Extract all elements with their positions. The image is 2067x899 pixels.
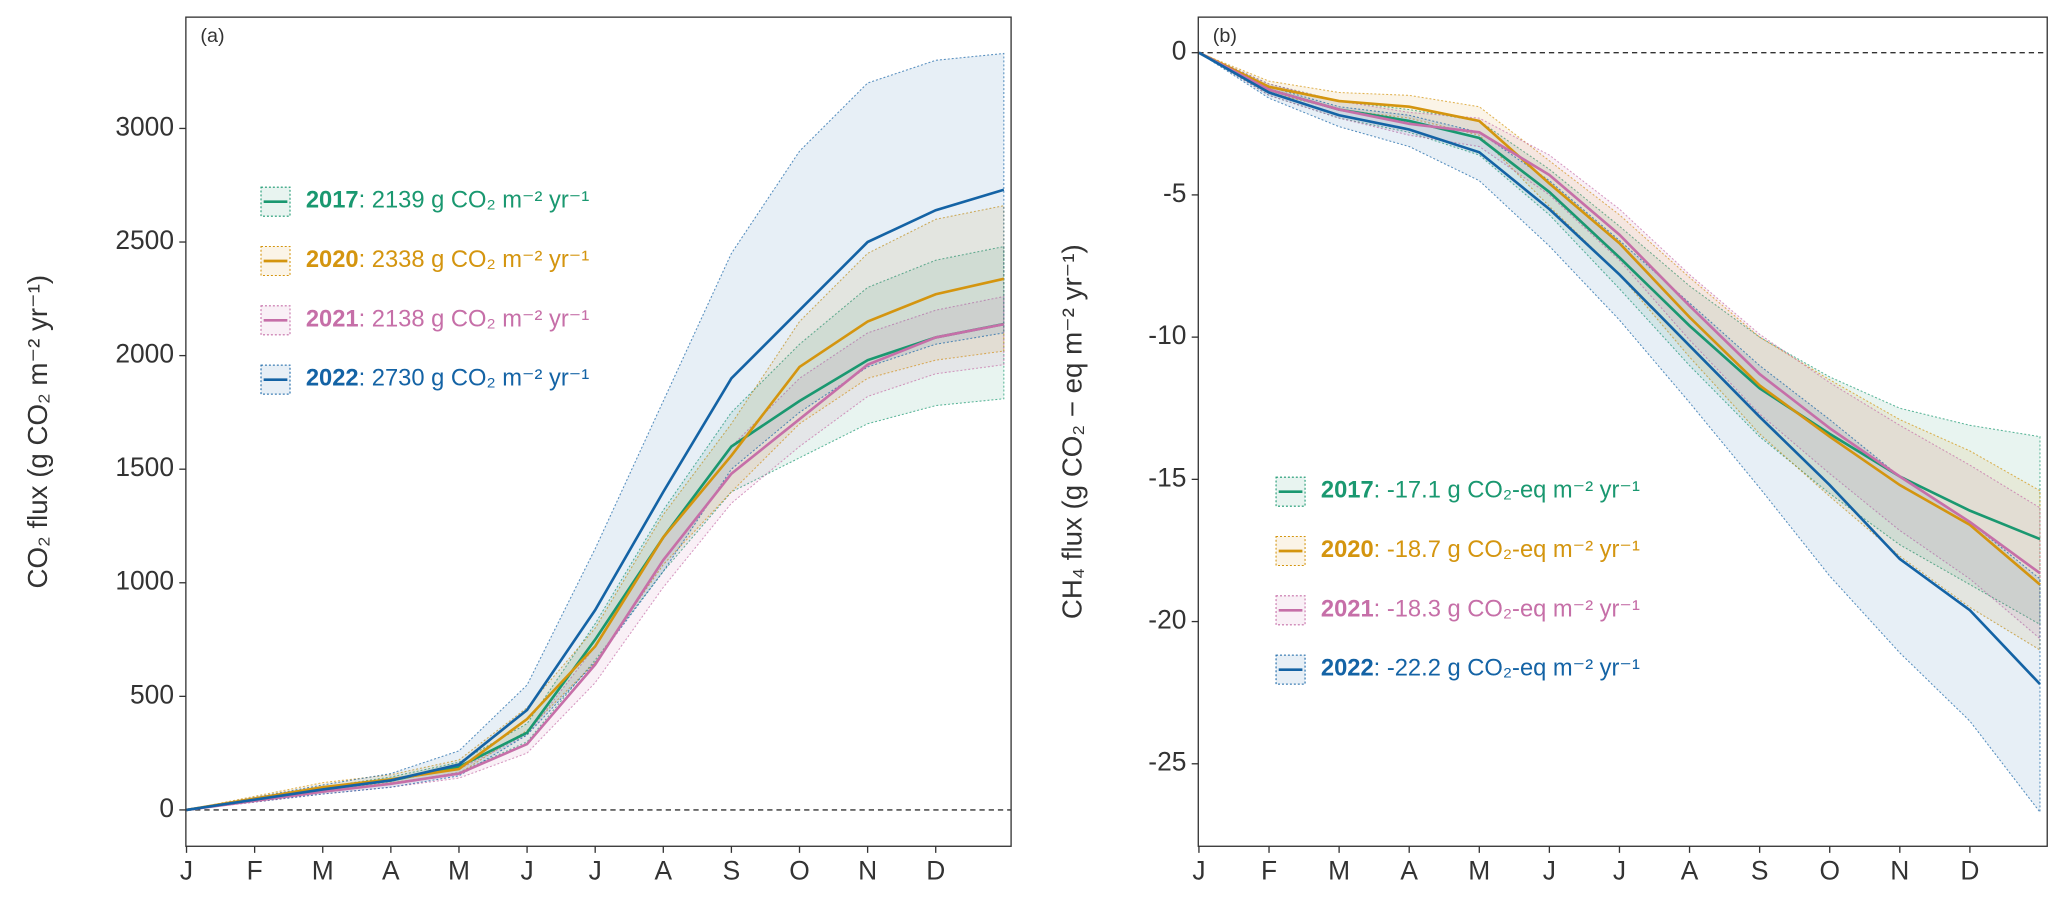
x-tick-label: M [312,856,334,886]
plot-frame [185,16,1012,847]
confidence-band [186,295,1005,811]
y-axis-title: CH₄ flux (g CO₂ − eq m⁻² yr⁻¹) [1057,244,1088,619]
x-tick-label: A [1681,856,1699,886]
legend-label: 2017: 2139 g CO₂ m⁻² yr⁻¹ [306,188,590,214]
x-tick-label: J [1192,856,1205,886]
x-tick-label: J [180,856,193,886]
y-tick-label: 0 [1172,36,1187,66]
y-tick-label: 2000 [115,339,174,369]
y-tick-label: 3000 [115,111,174,141]
x-tick-label: M [1468,856,1490,886]
x-tick-label: J [520,856,533,886]
legend-total: : -18.3 g CO₂-eq m⁻² yr⁻¹ [1374,597,1640,623]
y-tick-label: 2500 [115,225,174,255]
series-line [186,188,1005,812]
x-tick-label: J [589,856,602,886]
x-tick-label: D [926,856,945,886]
y-tick-label: 1500 [115,452,174,482]
series-line [186,277,1005,812]
legend-total: : 2138 g CO₂ m⁻² yr⁻¹ [359,307,590,333]
x-tick-label: A [382,856,400,886]
series-line [1198,51,2041,575]
x-tick-label: S [1751,856,1769,886]
panel-tag: (b) [1213,25,1237,47]
y-tick-label: -20 [1148,605,1186,635]
legend-label: 2020: -18.7 g CO₂-eq m⁻² yr⁻¹ [1321,537,1640,563]
x-tick-label: F [1261,856,1277,886]
series-line [1198,51,2041,586]
x-tick-label: A [654,856,672,886]
legend-year: 2021 [306,307,359,333]
confidence-band [1198,52,2041,626]
x-tick-label: S [723,856,741,886]
legend-year: 2020 [1321,537,1374,563]
y-tick-label: -5 [1163,178,1186,208]
confidence-band [1198,52,2041,814]
y-tick-label: 0 [159,793,174,823]
plot-frame [1197,16,2048,847]
legend-year: 2021 [1321,597,1374,623]
legend-year: 2022 [1321,656,1374,682]
legend-total: : -17.1 g CO₂-eq m⁻² yr⁻¹ [1374,478,1640,504]
series-line [1198,51,2041,686]
legend-label: 2017: -17.1 g CO₂-eq m⁻² yr⁻¹ [1321,478,1640,504]
legend-total: : 2338 g CO₂ m⁻² yr⁻¹ [359,247,590,273]
legend-year: 2017 [306,188,359,214]
series-line [186,322,1005,812]
y-tick-label: -10 [1148,320,1186,350]
x-tick-label: D [1960,856,1979,886]
x-tick-label: N [858,856,877,886]
legend-total: : 2139 g CO₂ m⁻² yr⁻¹ [359,188,590,214]
x-tick-label: N [1890,856,1909,886]
y-tick-label: 500 [130,679,174,709]
legend-label: 2021: 2138 g CO₂ m⁻² yr⁻¹ [306,307,590,333]
legend-label: 2022: 2730 g CO₂ m⁻² yr⁻¹ [306,366,590,392]
x-tick-label: M [448,856,470,886]
legend-total: : 2730 g CO₂ m⁻² yr⁻¹ [359,366,590,392]
legend-label: 2022: -22.2 g CO₂-eq m⁻² yr⁻¹ [1321,656,1640,682]
confidence-band [1198,52,2041,651]
x-tick-label: O [1819,856,1840,886]
x-tick-label: O [789,856,810,886]
x-tick-label: J [1613,856,1626,886]
confidence-band [1198,52,2041,640]
x-tick-label: J [1543,856,1556,886]
confidence-band [186,52,1005,811]
y-tick-label: -15 [1148,462,1186,492]
y-tick-label: 1000 [115,566,174,596]
x-tick-label: M [1328,856,1350,886]
legend-total: : -22.2 g CO₂-eq m⁻² yr⁻¹ [1374,656,1640,682]
legend-total: : -18.7 g CO₂-eq m⁻² yr⁻¹ [1374,537,1640,563]
y-axis-title: CO₂ flux (g CO₂ m⁻² yr⁻¹) [22,275,53,589]
legend-year: 2020 [306,247,359,273]
legend-label: 2020: 2338 g CO₂ m⁻² yr⁻¹ [306,247,590,273]
legend-label: 2021: -18.3 g CO₂-eq m⁻² yr⁻¹ [1321,597,1640,623]
legend-year: 2022 [306,366,359,392]
panel-tag: (a) [200,25,224,47]
y-tick-label: -25 [1148,747,1186,777]
legend-year: 2017 [1321,478,1374,504]
x-tick-label: F [247,856,263,886]
x-tick-label: A [1400,856,1418,886]
